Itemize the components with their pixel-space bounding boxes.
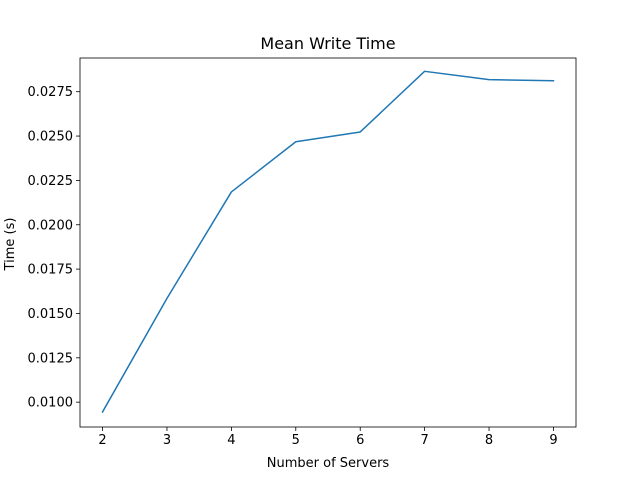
x-tick-label-1: 3 (163, 433, 171, 448)
y-tick-label-1: 0.0125 (28, 351, 74, 366)
y-tick-label-4: 0.0200 (28, 218, 74, 233)
series-line-0 (101, 70, 555, 413)
x-tick-label-2: 4 (227, 433, 235, 448)
y-tick-label-3: 0.0175 (28, 263, 74, 278)
x-tick-label-4: 6 (356, 433, 364, 448)
y-tick-label-2: 0.0150 (28, 307, 74, 322)
y-tick-label-0: 0.0100 (28, 396, 74, 411)
x-tick-label-5: 7 (420, 433, 428, 448)
x-tick-label-7: 9 (549, 433, 557, 448)
axes-frame (79, 57, 577, 428)
x-axis-label: Number of Servers (267, 456, 390, 471)
x-tick-label-6: 8 (485, 433, 493, 448)
x-tick-label-0: 2 (98, 433, 106, 448)
chart-title: Mean Write Time (260, 34, 395, 53)
plot-area: 2 3 4 5 6 7 8 9 0.0100 0.0125 0.0150 0.0175 0.0200 0.… (28, 57, 577, 448)
x-tick-label-3: 5 (292, 433, 300, 448)
y-axis-label: Time (s) (3, 218, 18, 272)
y-tick-label-6: 0.0250 (28, 130, 74, 145)
y-tick-label-7: 0.0275 (28, 85, 74, 100)
y-tick-label-5: 0.0225 (28, 174, 74, 189)
